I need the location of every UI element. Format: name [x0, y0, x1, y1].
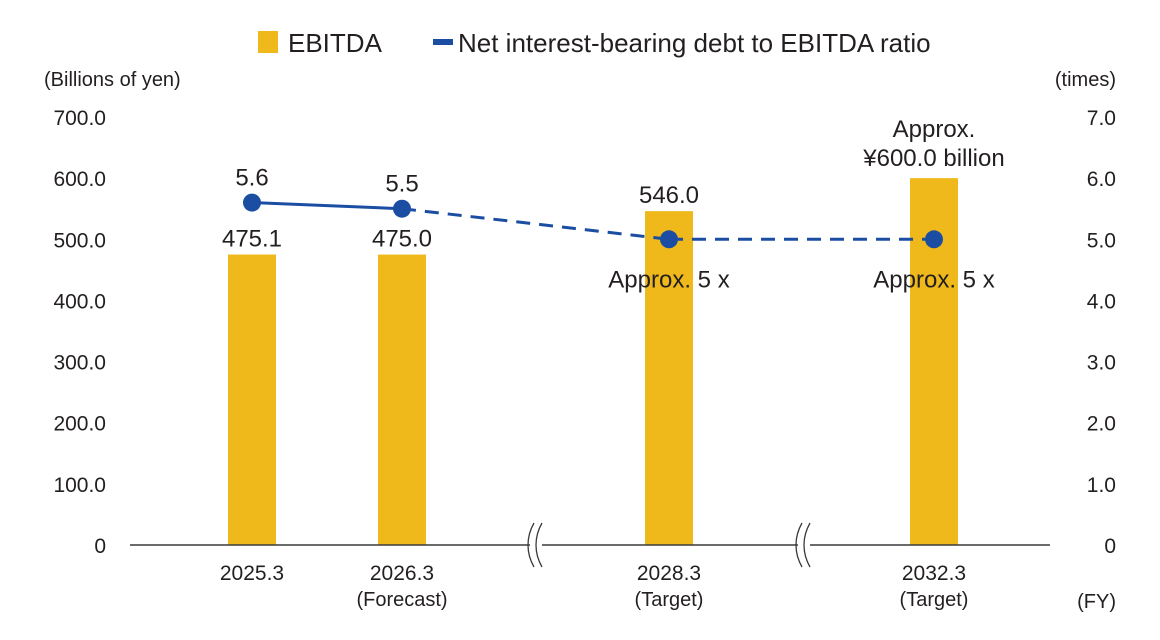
- ratio-point: [393, 199, 411, 218]
- ratio-value-label: Approx. 5 x: [608, 266, 729, 293]
- right-axis-title: (times): [1055, 69, 1116, 91]
- axis-break-mark: [803, 522, 811, 568]
- right-tick-label: 0: [1104, 535, 1116, 558]
- legend: EBITDA Net interest-bearing debt to EBIT…: [258, 28, 931, 58]
- category-sublabel: (Target): [900, 589, 969, 611]
- left-tick-label: 600.0: [53, 168, 106, 191]
- right-tick-label: 1.0: [1087, 474, 1116, 497]
- ratio-line-segment: [401, 207, 670, 241]
- point-data-labels: 5.6 5.5 Approx. 5 x Approx. 5 x: [235, 165, 994, 294]
- ebitda-value-label: 475.1: [222, 226, 282, 253]
- ebitda-value-label: 546.0: [639, 182, 699, 209]
- left-tick-label: 300.0: [53, 352, 106, 375]
- category-label: 2032.3: [902, 562, 966, 585]
- category-label: 2026.3: [370, 562, 434, 585]
- ratio-line-series: [243, 193, 943, 249]
- category-sublabel: (Target): [635, 589, 704, 611]
- ratio-value-label: 5.5: [385, 171, 418, 198]
- category-label: 2025.3: [220, 562, 284, 585]
- ebitda-value-label: 475.0: [372, 226, 432, 253]
- axis-break-mark: [795, 522, 803, 568]
- left-tick-label: 200.0: [53, 413, 106, 436]
- x-axis: [130, 522, 1050, 568]
- legend-ratio-swatch: [433, 39, 453, 45]
- ebitda-bar: [228, 254, 276, 545]
- category-label: 2028.3: [637, 562, 701, 585]
- x-axis-tick-labels: 2025.3 2026.3 (Forecast) 2028.3 (Target) 2032…: [220, 562, 969, 611]
- ratio-value-label: Approx. 5 x: [873, 266, 994, 293]
- bars: [228, 178, 958, 546]
- left-tick-label: 700.0: [53, 107, 106, 130]
- ratio-value-label: 5.6: [235, 165, 268, 192]
- ratio-line-segment: [251, 201, 403, 211]
- ratio-point: [660, 230, 678, 249]
- ebitda-bar: [378, 254, 426, 546]
- axis-break-mark: [535, 522, 543, 568]
- ratio-point: [243, 193, 261, 212]
- right-tick-label: 3.0: [1087, 352, 1116, 375]
- ebitda-bar: [645, 211, 693, 545]
- right-tick-label: 5.0: [1087, 229, 1116, 252]
- right-tick-label: 7.0: [1087, 107, 1116, 130]
- right-axis-ticks: 0 1.0 2.0 3.0 4.0 5.0 6.0 7.0: [1087, 107, 1116, 558]
- legend-ebitda-label: EBITDA: [288, 28, 383, 58]
- right-tick-label: 4.0: [1087, 290, 1116, 313]
- right-tick-label: 6.0: [1087, 168, 1116, 191]
- left-axis-ticks: 0 100.0 200.0 300.0 400.0 500.0 600.0 700.0: [53, 107, 106, 558]
- legend-ebitda-swatch: [258, 31, 278, 53]
- ebitda-value-label: ¥600.0 billion: [862, 145, 1004, 172]
- left-tick-label: 0: [94, 535, 106, 558]
- left-tick-label: 400.0: [53, 290, 106, 313]
- x-axis-title: (FY): [1077, 591, 1116, 613]
- axis-break-mark: [527, 522, 535, 568]
- ebitda-value-label: Approx.: [893, 116, 976, 143]
- ratio-point: [925, 230, 943, 249]
- left-tick-label: 500.0: [53, 229, 106, 252]
- left-axis-title: (Billions of yen): [44, 69, 181, 91]
- bar-data-labels: 475.1 475.0 546.0 Approx.¥600.0 billion: [222, 116, 1005, 252]
- left-tick-label: 100.0: [53, 474, 106, 497]
- category-sublabel: (Forecast): [356, 589, 447, 611]
- right-tick-label: 2.0: [1087, 413, 1116, 436]
- legend-ratio-label: Net interest-bearing debt to EBITDA rati…: [458, 28, 931, 58]
